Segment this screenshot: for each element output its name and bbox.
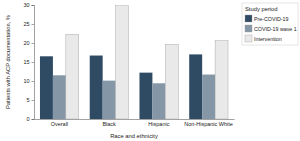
- bar: [90, 56, 103, 119]
- x-axis: Overall Black Hispanic Non-Hispanic White: [35, 120, 235, 127]
- tick-mark: [32, 81, 35, 82]
- tick-label: 20: [23, 40, 29, 46]
- legend-label: Intervention: [254, 36, 282, 42]
- y-axis-title: Patients with ACP documentation, %: [5, 15, 11, 109]
- tick-label: Overall: [51, 121, 68, 127]
- axis-line: [32, 6, 35, 120]
- tick-label: Black: [102, 121, 116, 127]
- bar: [152, 83, 165, 119]
- tick-label: 25: [23, 21, 29, 27]
- legend-title: Study period: [245, 6, 278, 12]
- tick: 0: [26, 116, 34, 122]
- bar: [165, 45, 178, 119]
- tick-label: 15: [23, 59, 29, 65]
- tick-label: 0: [26, 116, 29, 122]
- tick: Overall: [51, 121, 68, 127]
- legend-label: COVID-19 wave 1: [254, 26, 297, 32]
- bar: [53, 75, 66, 119]
- tick-label: 10: [23, 78, 29, 84]
- tick: 15: [23, 59, 34, 65]
- legend-frame: [242, 3, 298, 45]
- bar: [215, 41, 228, 119]
- tick: 10: [23, 78, 34, 84]
- tick: Non-Hispanic White: [184, 121, 233, 127]
- tick-mark: [32, 43, 35, 44]
- bar: [66, 34, 79, 119]
- tick-label: 30: [23, 2, 29, 8]
- plot: 0 5 10 15 20 25 30 Overall Black Hispanic Non-Hisp…: [23, 2, 234, 127]
- tick-mark: [32, 5, 35, 6]
- tick-mark: [32, 100, 35, 101]
- tick-mark: [32, 24, 35, 25]
- tick-mark: [32, 62, 35, 63]
- bar: [116, 6, 129, 119]
- y-axis: 0 5 10 15 20 25 30: [23, 2, 34, 122]
- chart: 0 5 10 15 20 25 30 Overall Black Hispanic Non-Hisp…: [0, 0, 300, 141]
- bar: [103, 81, 116, 119]
- tick: 25: [23, 21, 34, 27]
- tick: Black: [102, 121, 116, 127]
- tick: 20: [23, 40, 34, 46]
- legend-swatch: [245, 15, 252, 22]
- legend-label: Pre-COVID-19: [254, 16, 288, 22]
- tick-mark: [32, 119, 35, 120]
- bar: [139, 73, 152, 119]
- legend-swatch: [245, 35, 252, 42]
- axis-line: [35, 119, 235, 120]
- bar: [189, 54, 202, 119]
- bar: [40, 56, 53, 119]
- tick: Hispanic: [148, 121, 169, 127]
- tick-label: Hispanic: [148, 121, 169, 127]
- tick: 5: [26, 97, 34, 103]
- bar: [202, 75, 215, 119]
- tick: 30: [23, 2, 34, 8]
- tick-label: Non-Hispanic White: [184, 121, 233, 127]
- x-axis-title: Race and ethnicity: [110, 133, 158, 139]
- bars: [40, 6, 228, 119]
- legend: Study period Pre-COVID-19 COVID-19 wave 1 I…: [242, 3, 298, 45]
- legend-swatch: [245, 25, 252, 32]
- tick-label: 5: [26, 97, 29, 103]
